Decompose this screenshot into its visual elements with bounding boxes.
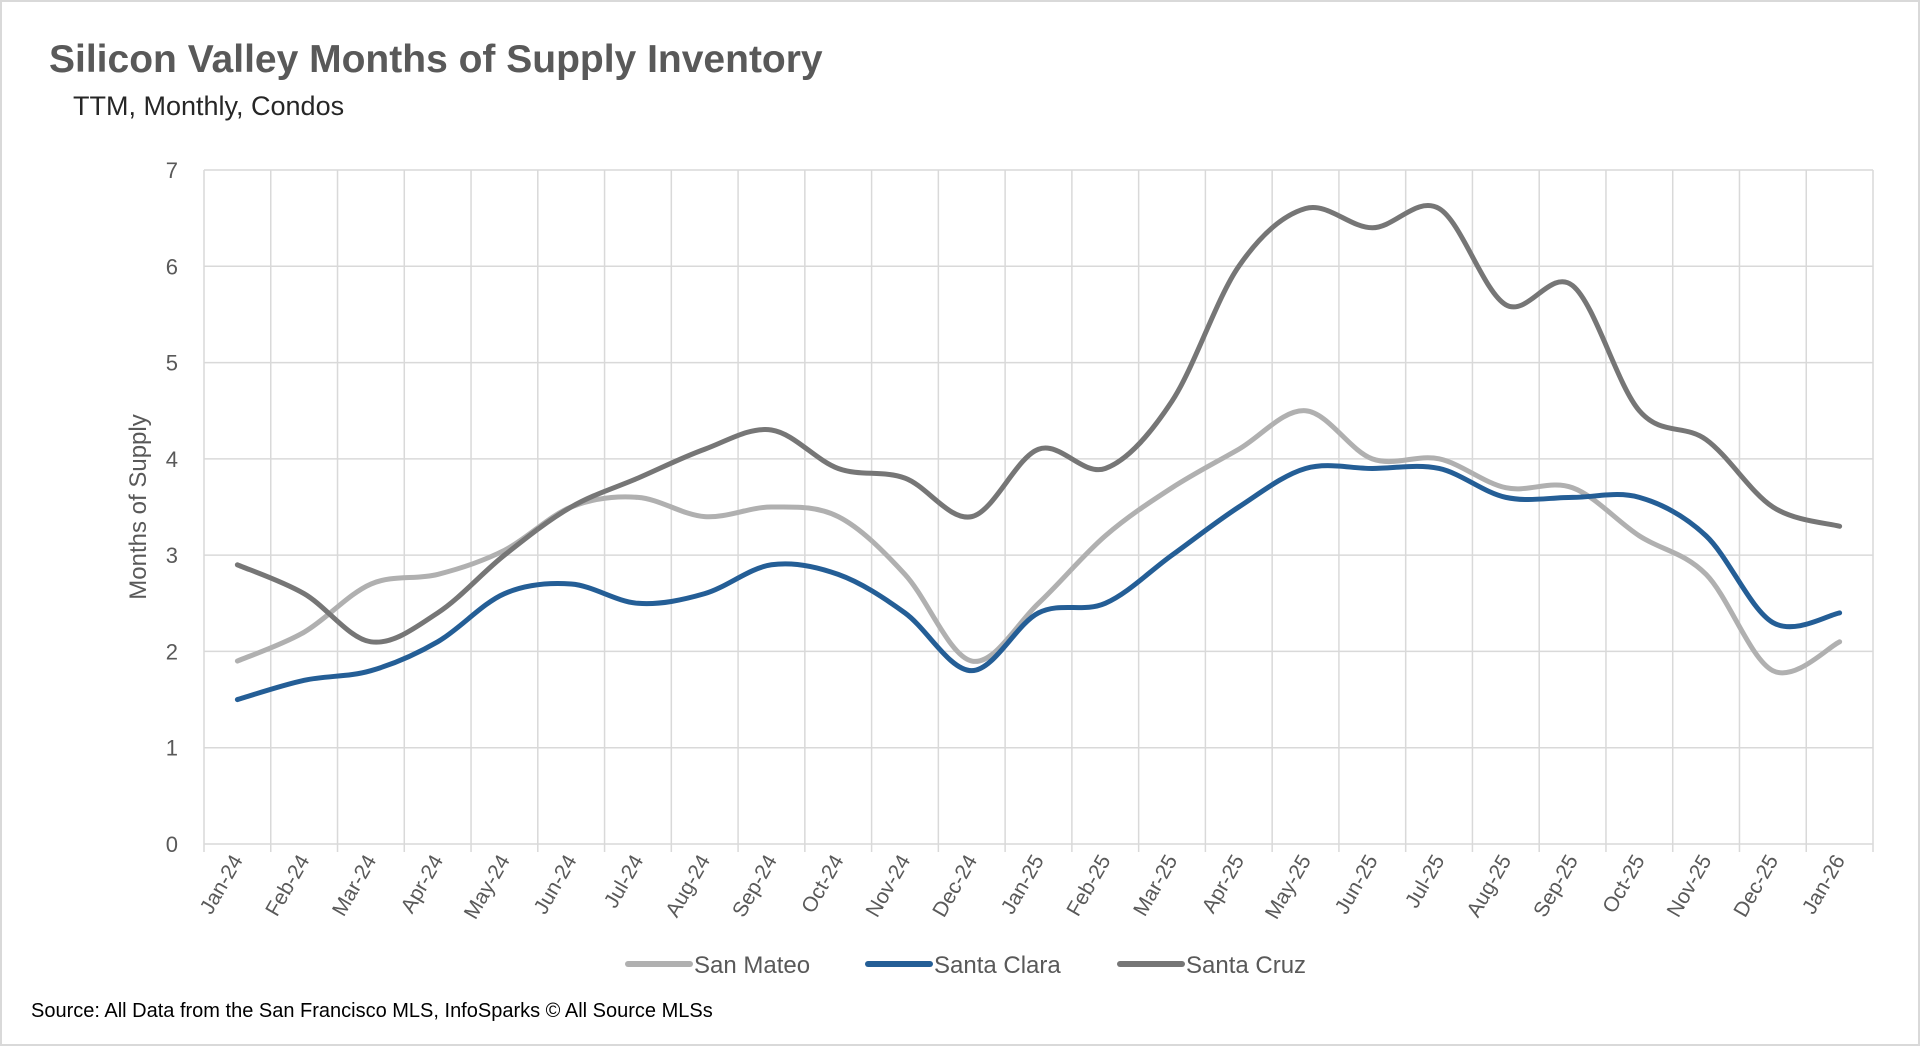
x-tick-label: Mar-24	[328, 851, 381, 920]
x-tick-label: Jan-26	[1798, 851, 1850, 918]
x-tick-label: Apr-25	[1198, 851, 1249, 917]
x-tick-label: Dec-24	[928, 851, 982, 921]
series-line-san-mateo	[234, 408, 1843, 676]
series-line-santa-clara	[234, 463, 1843, 703]
x-tick-label: Nov-24	[862, 851, 916, 921]
x-tick-label: Mar-25	[1129, 851, 1182, 920]
x-tick-label: Feb-25	[1062, 851, 1115, 920]
x-tick-label: Sep-24	[728, 851, 782, 921]
y-axis-label: Months of Supply	[125, 414, 152, 599]
series-line-santa-cruz	[234, 203, 1843, 645]
x-tick-label: Aug-25	[1462, 851, 1516, 921]
y-tick-label: 0	[166, 832, 178, 857]
x-tick-label: Aug-24	[661, 851, 715, 921]
x-tick-label: Jan-25	[997, 851, 1049, 918]
y-tick-label: 5	[166, 351, 178, 376]
x-tick-label: Jun-25	[1331, 851, 1383, 918]
x-tick-label: Feb-24	[261, 851, 314, 920]
chart-title: Silicon Valley Months of Supply Inventor…	[49, 38, 823, 81]
x-tick-label: Jul-25	[1401, 851, 1450, 912]
x-tick-label: Oct-25	[1598, 851, 1649, 917]
y-tick-label: 4	[166, 447, 178, 472]
legend-label: Santa Clara	[934, 952, 1061, 979]
x-tick-label: Jul-24	[600, 851, 649, 912]
legend-label: San Mateo	[694, 952, 810, 979]
y-tick-label: 1	[166, 736, 178, 761]
legend-label: Santa Cruz	[1186, 952, 1306, 979]
x-tick-label: Nov-25	[1663, 851, 1717, 921]
chart-subtitle: TTM, Monthly, Condos	[73, 91, 345, 121]
x-tick-label: Jun-24	[529, 851, 581, 918]
x-tick-label: Apr-24	[397, 851, 449, 917]
x-tick-label: Oct-24	[797, 851, 849, 917]
x-tick-label: May-24	[460, 851, 515, 923]
x-tick-label: Dec-25	[1729, 851, 1783, 921]
y-tick-label: 7	[166, 158, 178, 183]
y-tick-label: 2	[166, 639, 178, 664]
y-tick-label: 6	[166, 254, 178, 279]
source-note: Source: All Data from the San Francisco …	[31, 1000, 713, 1022]
x-tick-label: May-25	[1261, 851, 1316, 923]
y-tick-label: 3	[166, 543, 178, 568]
x-tick-label: Sep-25	[1529, 851, 1583, 921]
x-tick-label: Jan-24	[196, 851, 248, 918]
